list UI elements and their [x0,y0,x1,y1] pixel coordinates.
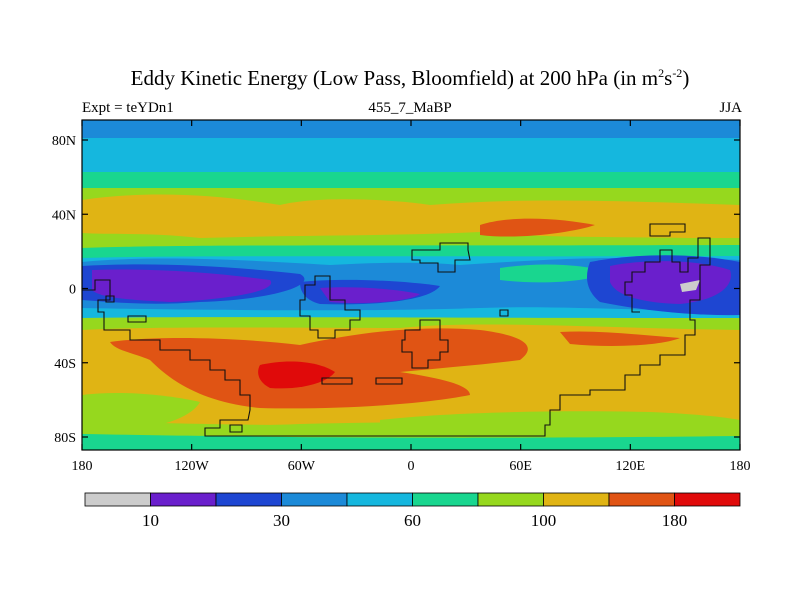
colorbar-swatch [84,492,151,507]
contour-field [82,120,740,450]
colorbar-swatch [215,492,282,507]
x-tick-label: 0 [408,459,415,474]
x-tick-label: 180 [730,459,751,474]
colorbar-swatch [412,492,479,507]
run-label: 455_7_MaBP [368,100,452,116]
y-tick-label: 40S [54,357,76,372]
colorbar: 10 30 60 100 180 [84,492,741,530]
colorbar-label: 60 [404,511,421,530]
x-tick-label: 120W [175,459,210,474]
colorbar-label: 180 [662,511,688,530]
colorbar-swatch [477,492,544,507]
y-tick-label: 80N [52,134,76,149]
colorbar-swatch [608,492,675,507]
season-label: JJA [719,100,742,116]
colorbar-label: 30 [273,511,290,530]
colorbar-swatch [150,492,217,507]
coastline-outline [82,223,711,437]
x-tick-label: 60E [509,459,532,474]
colorbar-swatch [543,492,610,507]
colorbar-swatch [281,492,348,507]
colorbar-label: 100 [531,511,557,530]
x-tick-label: 180 [72,459,93,474]
experiment-label: Expt = teYDn1 [82,100,174,116]
x-tick-label: 60W [288,459,316,474]
map-title: Eddy Kinetic Energy (Low Pass, Bloomfiel… [130,66,690,90]
axis-ticks: 80N 40N 0 40S 80S 180 120W 60W 0 60E 120E 180 [52,120,751,474]
x-tick-label: 120E [616,459,646,474]
colorbar-swatch [674,492,741,507]
colorbar-label: 10 [142,511,159,530]
y-tick-label: 40N [52,208,76,223]
y-tick-label: 80S [54,431,76,446]
colorbar-swatch [346,492,413,507]
y-tick-label: 0 [69,283,76,298]
